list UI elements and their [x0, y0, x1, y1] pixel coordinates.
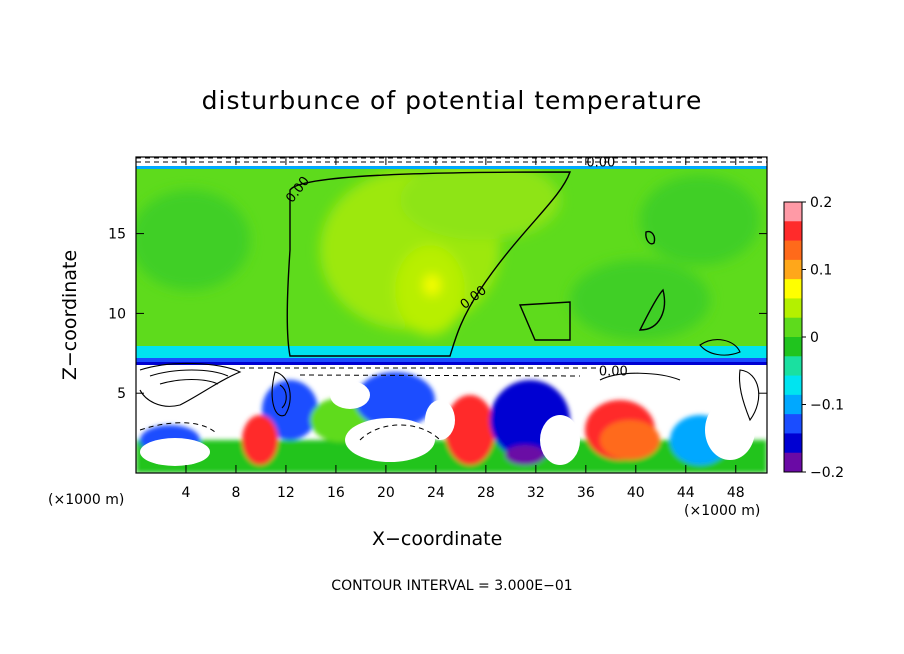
upper-green-blob	[640, 175, 760, 265]
colorbar-segment	[784, 433, 802, 454]
white-pocket	[425, 400, 455, 440]
tropopause-darkblue	[136, 362, 767, 365]
colorbar-ticks: 0.2 0.1 0 −0.1 −0.2	[802, 195, 844, 481]
x-tick-label: 24	[427, 485, 445, 501]
x-tick-label: 44	[677, 485, 695, 501]
contour-swirl	[139, 362, 242, 407]
colorbar-segment	[784, 240, 802, 261]
lower-red-patch	[445, 395, 495, 465]
contour-swirl	[271, 371, 291, 417]
top-band-blue	[136, 166, 767, 169]
x-axis: 4 8 12 16 20 24 28 32 36 40 44 48	[182, 157, 745, 501]
x-tick-label: 8	[231, 485, 240, 501]
lower-blue-patch	[355, 372, 435, 428]
contour-value-label: 0.00	[599, 365, 628, 380]
x-tick-label: 32	[527, 485, 545, 501]
plume-core-blob	[424, 275, 440, 295]
white-pocket	[345, 418, 435, 462]
colorbar-segment	[784, 298, 802, 319]
y-tick-label: 5	[117, 386, 126, 402]
colorbar-segment	[784, 356, 802, 377]
x-tick-label: 4	[182, 485, 191, 501]
y-tick-label: 10	[108, 306, 126, 322]
colorbar-tick-label: −0.1	[810, 398, 844, 414]
colorbar-segment	[784, 337, 802, 357]
x-tick-label: 40	[627, 485, 645, 501]
upper-green-blob	[570, 260, 710, 340]
colorbar-segment	[784, 202, 802, 222]
plot-frame	[135, 156, 768, 474]
contour-dashed-line	[299, 374, 581, 377]
temperature-field: 0.000.000.000.00	[136, 156, 767, 473]
contour-zero-line	[286, 171, 571, 357]
contour-interval-note: CONTOUR INTERVAL = 3.000E−01	[331, 578, 573, 594]
colorbar-tick-label: 0	[810, 330, 819, 346]
colorbar-segment	[784, 279, 802, 299]
colorbar-segment	[784, 452, 802, 473]
contour-swirl	[599, 372, 681, 381]
x-tick-label: 16	[327, 485, 345, 501]
colorbar-segment	[784, 221, 802, 242]
colorbar-tick-label: −0.2	[810, 465, 844, 481]
lower-blue-patch	[262, 380, 318, 440]
y-tick-label: 15	[108, 227, 126, 243]
lower-orange-patch	[600, 420, 660, 460]
x-unit-label-left: (×1000 m)	[48, 492, 125, 508]
colorbar-segment	[784, 375, 802, 396]
y-axis-label: Z−coordinate	[59, 249, 81, 381]
colorbar-segment	[784, 317, 802, 338]
x-tick-label: 36	[577, 485, 595, 501]
white-pocket	[705, 400, 755, 460]
colorbar-segment	[784, 259, 802, 280]
x-axis-label: X−coordinate	[372, 528, 503, 550]
colorbar-tick-label: 0.2	[810, 195, 832, 211]
x-tick-label: 28	[477, 485, 495, 501]
y-axis: 5 10 15	[108, 227, 767, 402]
white-pocket	[540, 415, 580, 465]
upper-green-blob	[136, 190, 250, 290]
lower-red-patch	[242, 415, 278, 465]
contour-swirl	[738, 369, 760, 422]
contour-zero-line	[518, 301, 571, 341]
x-unit-label-right: (×1000 m)	[684, 503, 761, 519]
x-tick-label: 12	[277, 485, 295, 501]
colorbar	[783, 201, 803, 473]
colorbar-segment	[784, 394, 802, 415]
x-tick-label: 20	[377, 485, 395, 501]
white-pocket	[330, 381, 370, 409]
contour-swirl	[149, 369, 229, 377]
white-pocket	[140, 438, 210, 466]
contour-swirl	[279, 384, 287, 409]
lower-purple-patch	[505, 445, 545, 465]
contour-swirl	[699, 339, 741, 356]
contour-dashed-line	[139, 422, 216, 433]
contour-zero-line	[645, 230, 656, 245]
tropopause-blue	[136, 358, 767, 364]
colorbar-segment	[784, 414, 802, 434]
colorbar-tick-label: 0.1	[810, 263, 832, 279]
chart-title: disturbunce of potential temperature	[201, 86, 703, 115]
contour-swirl	[159, 378, 219, 385]
x-tick-label: 48	[727, 485, 745, 501]
mid-plume-blob	[400, 160, 560, 240]
contour-zero-line	[638, 288, 666, 331]
contour-value-label: 0.00	[586, 156, 615, 171]
